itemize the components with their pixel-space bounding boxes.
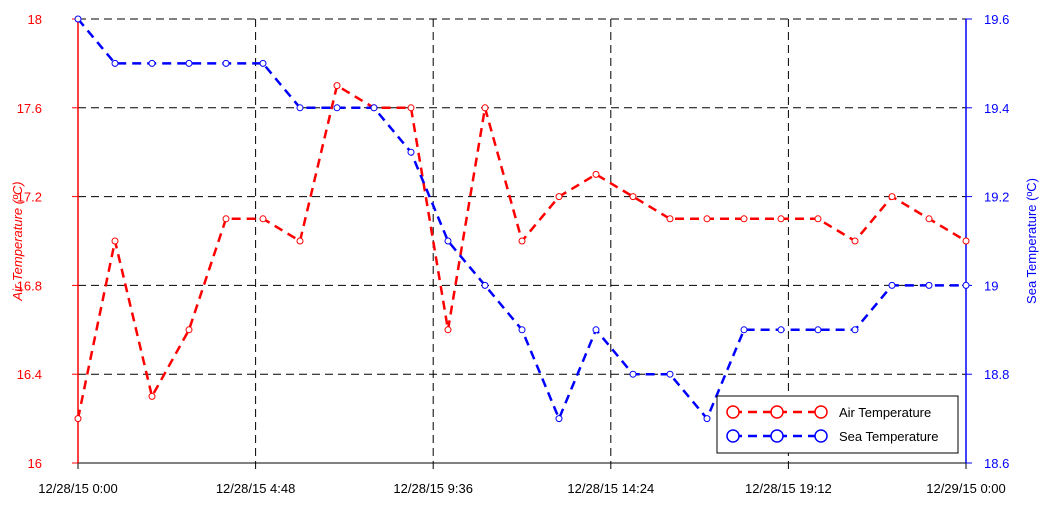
axes: 12/28/15 0:00 12/28/15 4:48 12/28/15 9:36 1… <box>10 12 1039 496</box>
sea-temperature-point <box>592 326 600 334</box>
sea-temperature-point <box>629 370 637 378</box>
air-temperature-point <box>185 326 193 334</box>
sea-temperature-point <box>333 104 341 112</box>
left-tick-label: 17.6 <box>17 101 42 116</box>
air-temperature-line <box>76 83 967 419</box>
air-temperature-point <box>518 237 526 245</box>
air-temperature-point <box>777 215 785 223</box>
legend-swatch-marker <box>726 429 740 443</box>
legend-swatch-marker <box>726 405 740 419</box>
legend-label: Sea Temperature <box>839 429 939 444</box>
legend-label: Air Temperature <box>839 405 931 420</box>
sea-temperature-point <box>962 281 970 289</box>
legend-swatch-marker <box>770 429 784 443</box>
sea-temperature-line <box>77 18 966 422</box>
sea-temperature-point <box>222 59 230 67</box>
sea-temperature-point <box>851 326 859 334</box>
air-temperature-point <box>74 415 82 423</box>
x-tick-label: 12/29/15 0:00 <box>926 481 1006 496</box>
air-temperature-point <box>592 170 600 178</box>
air-temperature-point <box>148 392 156 400</box>
air-temperature-point <box>629 193 637 201</box>
sea-temperature-point <box>740 326 748 334</box>
sea-temperature-point <box>814 326 822 334</box>
legend-box <box>716 395 959 454</box>
x-tick-label: 12/28/15 9:36 <box>393 481 473 496</box>
series-lines <box>74 15 970 423</box>
sea-temperature-point <box>703 415 711 423</box>
right-tick-label: 19.2 <box>984 190 1009 205</box>
sea-temperature-point <box>518 326 526 334</box>
legend-swatch-marker <box>770 405 784 419</box>
air-temperature-point <box>407 104 415 112</box>
air-temperature-point <box>296 237 304 245</box>
air-temperature-point <box>333 82 341 90</box>
sea-temperature-point <box>296 104 304 112</box>
sea-temperature-point <box>666 370 674 378</box>
right-tick-label: 19.6 <box>984 12 1009 27</box>
right-tick-label: 19 <box>984 278 998 293</box>
legend: Air Temperature Sea Temperature <box>716 395 959 454</box>
right-tick-label: 18.6 <box>984 456 1009 471</box>
left-axis-title: Air Temperature (ºC) <box>10 181 25 301</box>
air-temperature-point <box>851 237 859 245</box>
sea-temperature-point <box>185 59 193 67</box>
left-tick-label: 18 <box>28 12 42 27</box>
sea-temperature-point <box>444 237 452 245</box>
legend-swatch-marker <box>814 405 828 419</box>
right-tick-label: 18.8 <box>984 367 1009 382</box>
sea-temperature-point <box>888 281 896 289</box>
air-temperature-point <box>740 215 748 223</box>
x-tick-label: 12/28/15 4:48 <box>216 481 296 496</box>
right-axis-title: Sea Temperature (ºC) <box>1024 178 1039 304</box>
sea-temperature-point <box>481 281 489 289</box>
sea-temperature-point <box>370 104 378 112</box>
air-temperature-point <box>111 237 119 245</box>
air-temperature-point <box>666 215 674 223</box>
sea-temperature-point <box>111 59 119 67</box>
left-tick-label: 16.4 <box>17 367 42 382</box>
x-tick-label: 12/28/15 0:00 <box>38 481 118 496</box>
left-tick-label: 16.8 <box>17 278 42 293</box>
air-temperature-point <box>703 215 711 223</box>
air-temperature-point <box>444 326 452 334</box>
sea-temperature-point <box>777 326 785 334</box>
x-tick-label: 12/28/15 14:24 <box>567 481 654 496</box>
legend-swatch-marker <box>814 429 828 443</box>
sea-temperature-point <box>259 59 267 67</box>
sea-temperature-point <box>555 415 563 423</box>
sea-temperature-point <box>925 281 933 289</box>
sea-temperature-point <box>407 148 415 156</box>
air-temperature-point <box>481 104 489 112</box>
air-temperature-point <box>259 215 267 223</box>
air-temperature-point <box>888 193 896 201</box>
air-temperature-point <box>814 215 822 223</box>
left-tick-label: 16 <box>28 456 42 471</box>
sea-temperature-point <box>148 59 156 67</box>
right-tick-label: 19.4 <box>984 101 1009 116</box>
air-temperature-point <box>555 193 563 201</box>
air-temperature-point <box>222 215 230 223</box>
air-temperature-point <box>962 237 970 245</box>
x-tick-label: 12/28/15 19:12 <box>745 481 832 496</box>
left-tick-label: 17.2 <box>17 190 42 205</box>
sea-temperature-point <box>74 15 82 23</box>
air-temperature-point <box>925 215 933 223</box>
